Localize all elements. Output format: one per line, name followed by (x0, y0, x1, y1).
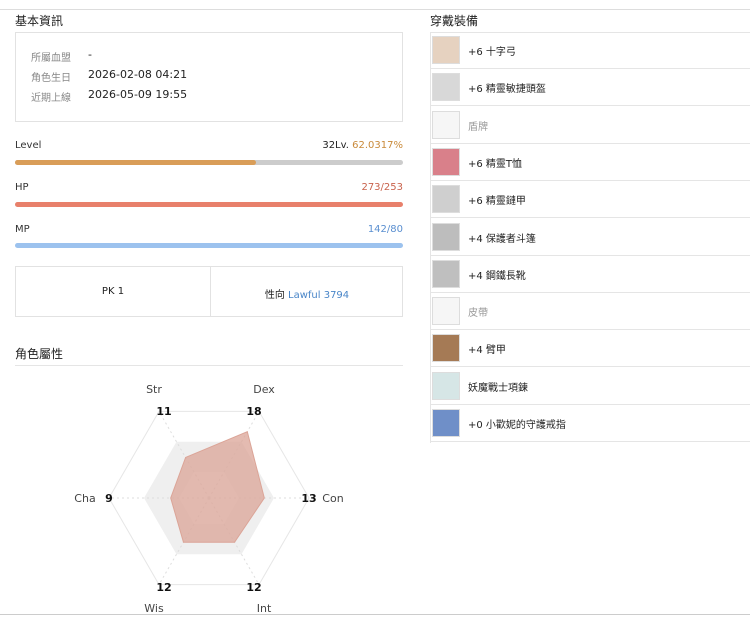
bottom-rule (0, 614, 750, 615)
item-icon (432, 334, 460, 363)
value-label: 13 (301, 492, 316, 505)
item-icon (432, 409, 460, 437)
pk-box: PK 1 性向 Lawful 3794 (15, 266, 403, 317)
alignment-label: 性向 (264, 290, 285, 301)
item-name: 盾牌 (468, 121, 488, 133)
mp-value: 142/80 (367, 224, 403, 235)
info-value: 2026-05-09 19:55 (88, 88, 188, 101)
section-title: 基本資訊 (15, 14, 64, 28)
equipment-row[interactable]: +6 精靈鏈甲 (430, 181, 750, 219)
item-icon (432, 73, 460, 102)
level-progress: 62.0317% (352, 140, 403, 151)
item-icon (432, 185, 460, 214)
info-label: 所屬血盟 (31, 53, 71, 64)
item-icon (432, 371, 460, 400)
top-rule (0, 9, 750, 10)
rule (430, 32, 750, 33)
divider (210, 267, 211, 316)
section-title: 穿戴裝備 (430, 14, 479, 28)
item-name: 妖魔戰士項鍊 (468, 382, 528, 394)
alignment: 性向 Lawful 3794 (210, 286, 404, 301)
item-name: +0 小歡妮的守護戒指 (468, 420, 566, 431)
axis-label: Str (146, 383, 162, 396)
item-name: +4 保護者斗篷 (468, 233, 536, 245)
section-title: 角色屬性 (15, 347, 64, 361)
item-name: +4 臂甲 (468, 345, 506, 357)
rule (15, 365, 403, 366)
item-icon (432, 222, 460, 251)
value-label: 12 (246, 581, 261, 594)
value-label: 9 (105, 492, 113, 505)
axis-label: Con (322, 492, 343, 505)
item-name: 皮帶 (468, 308, 488, 320)
value-label: 18 (246, 405, 261, 418)
hp-value: 273/253 (361, 182, 403, 193)
equipment-row[interactable]: +0 小歡妮的守護戒指 (430, 405, 750, 442)
item-icon (432, 297, 460, 326)
item-name: +4 鋼鐵長靴 (468, 270, 526, 282)
info-value: 2026-02-08 04:21 (88, 68, 188, 81)
level: 32Lv. (322, 140, 349, 151)
item-icon (432, 36, 460, 64)
equipment-row[interactable]: +6 十字弓 (430, 32, 750, 69)
item-icon (432, 259, 460, 288)
pk: PK 1 (101, 286, 125, 297)
item-name: +6 十字弓 (468, 47, 516, 58)
item-icon (432, 147, 460, 176)
hp-label: HP (15, 182, 29, 193)
value-label: 12 (156, 581, 171, 594)
equipment-row[interactable]: 皮帶 (430, 293, 750, 331)
item-icon (432, 110, 460, 139)
axis-label: Wis (144, 602, 164, 615)
item-name: +6 精靈鏈甲 (468, 196, 526, 208)
axis-label: Int (257, 602, 272, 615)
equipment-row[interactable]: +4 鋼鐵長靴 (430, 256, 750, 293)
info-box: 所屬血盟 - 角色生日 2026-02-08 04:21 近期上線 2026-0… (15, 32, 403, 122)
info-label: 角色生日 (31, 73, 71, 84)
equipment-row[interactable]: +6 精靈T恤 (430, 144, 750, 181)
value-label: 11 (156, 405, 171, 418)
info-label: 近期上線 (31, 93, 71, 104)
equipment-row[interactable]: +4 臂甲 (430, 330, 750, 368)
alignment-value: Lawful 3794 (288, 290, 350, 301)
radar-chart: Str 11 Dex 18 Con 13 Int 12 Wis 12 Cha 9 (74, 383, 343, 615)
level-track (15, 160, 403, 165)
level-label: Level (15, 140, 42, 151)
mp-label: MP (15, 224, 30, 235)
axis-label: Dex (253, 383, 275, 396)
radar-ring (108, 410, 310, 586)
equipment-row[interactable]: +6 精靈敏捷頭盔 (430, 69, 750, 107)
hp-bar (15, 202, 403, 207)
equipment-row[interactable]: 妖魔戰士項鍊 (430, 368, 750, 405)
level-value: 32Lv. 62.0317% (322, 140, 403, 151)
mp-bar (15, 243, 403, 248)
equipment-row[interactable]: +4 保護者斗篷 (430, 219, 750, 256)
level-fill (15, 160, 256, 165)
equipment-row[interactable]: 盾牌 (430, 107, 750, 144)
axis-label: Cha (74, 492, 95, 505)
radar-area (170, 430, 265, 543)
rule (430, 32, 431, 443)
info-value: - (88, 48, 92, 61)
item-name: +6 精靈敏捷頭盔 (468, 84, 546, 96)
item-name: +6 精靈T恤 (468, 158, 523, 170)
